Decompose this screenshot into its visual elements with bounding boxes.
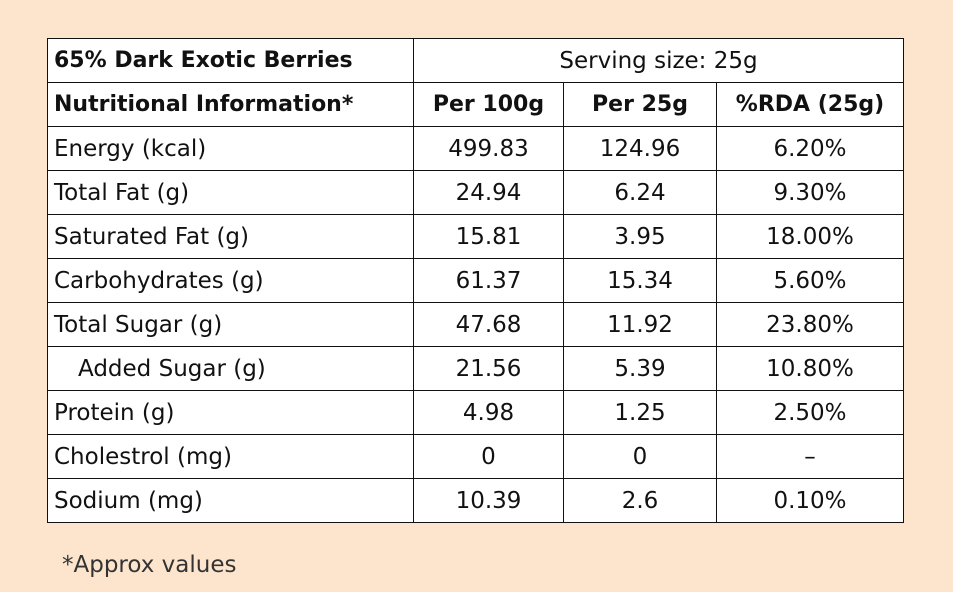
nutrient-value: 10.80% <box>716 346 904 391</box>
nutrient-value: 499.83 <box>413 126 564 171</box>
nutrient-value: 124.96 <box>563 126 717 171</box>
header-cell: %RDA (25g) <box>716 82 904 127</box>
nutrient-row: Total Fat (g) 24.94 6.24 9.30% <box>47 170 904 215</box>
nutrient-value: 47.68 <box>413 302 564 347</box>
nutrient-name: Cholestrol (mg) <box>47 434 414 479</box>
nutrient-value: 15.34 <box>563 258 717 303</box>
title-row: 65% Dark Exotic Berries Serving size: 25… <box>47 38 904 83</box>
nutrient-row: Energy (kcal) 499.83 124.96 6.20% <box>47 126 904 171</box>
footnote: *Approx values <box>62 552 237 578</box>
nutrition-table: 65% Dark Exotic Berries Serving size: 25… <box>47 38 904 523</box>
nutrient-value: 0 <box>563 434 717 479</box>
nutrient-value: 23.80% <box>716 302 904 347</box>
nutrient-row: Cholestrol (mg) 0 0– <box>47 434 904 479</box>
header-cell: Per 25g <box>563 82 717 127</box>
nutrient-value: 4.98 <box>413 390 564 435</box>
nutrient-value: 2.6 <box>563 478 717 523</box>
nutrient-name: Added Sugar (g) <box>47 346 414 391</box>
nutrient-value: 9.30% <box>716 170 904 215</box>
nutrient-value: 3.95 <box>563 214 717 259</box>
nutrient-row: Carbohydrates (g) 61.37 15.34 5.60% <box>47 258 904 303</box>
nutrient-row: Total Sugar (g) 47.68 11.92 23.80% <box>47 302 904 347</box>
nutrient-name: Carbohydrates (g) <box>47 258 414 303</box>
nutrient-value: 24.94 <box>413 170 564 215</box>
nutrient-name: Energy (kcal) <box>47 126 414 171</box>
nutrient-value: 5.60% <box>716 258 904 303</box>
nutrient-value: 21.56 <box>413 346 564 391</box>
nutrient-value: 18.00% <box>716 214 904 259</box>
nutrient-name: Sodium (mg) <box>47 478 414 523</box>
nutrient-row: Added Sugar (g) 21.56 5.39 10.80% <box>47 346 904 391</box>
serving-size: Serving size: 25g <box>413 38 904 83</box>
nutrient-value: 0 <box>413 434 564 479</box>
table-body: 65% Dark Exotic Berries Serving size: 25… <box>47 38 904 523</box>
nutrient-value: 11.92 <box>563 302 717 347</box>
nutrient-name: Protein (g) <box>47 390 414 435</box>
nutrient-value: 5.39 <box>563 346 717 391</box>
nutrient-value: 15.81 <box>413 214 564 259</box>
nutrient-value: 2.50% <box>716 390 904 435</box>
header-cell: Per 100g <box>413 82 564 127</box>
header-row: Nutritional Information* Per 100g Per 25g%… <box>47 82 904 127</box>
nutrient-name: Total Fat (g) <box>47 170 414 215</box>
header-cell: Nutritional Information* <box>47 82 414 127</box>
product-title: 65% Dark Exotic Berries <box>47 38 414 83</box>
nutrient-value: 61.37 <box>413 258 564 303</box>
nutrient-value: 6.24 <box>563 170 717 215</box>
nutrient-value: 0.10% <box>716 478 904 523</box>
nutrient-value: 6.20% <box>716 126 904 171</box>
nutrient-value: – <box>716 434 904 479</box>
nutrient-value: 1.25 <box>563 390 717 435</box>
nutrient-row: Sodium (mg) 10.39 2.6 0.10% <box>47 478 904 523</box>
nutrient-name: Saturated Fat (g) <box>47 214 414 259</box>
nutrient-name: Total Sugar (g) <box>47 302 414 347</box>
nutrient-row: Saturated Fat (g) 15.81 3.95 18.00% <box>47 214 904 259</box>
nutrient-value: 10.39 <box>413 478 564 523</box>
nutrient-row: Protein (g) 4.98 1.25 2.50% <box>47 390 904 435</box>
